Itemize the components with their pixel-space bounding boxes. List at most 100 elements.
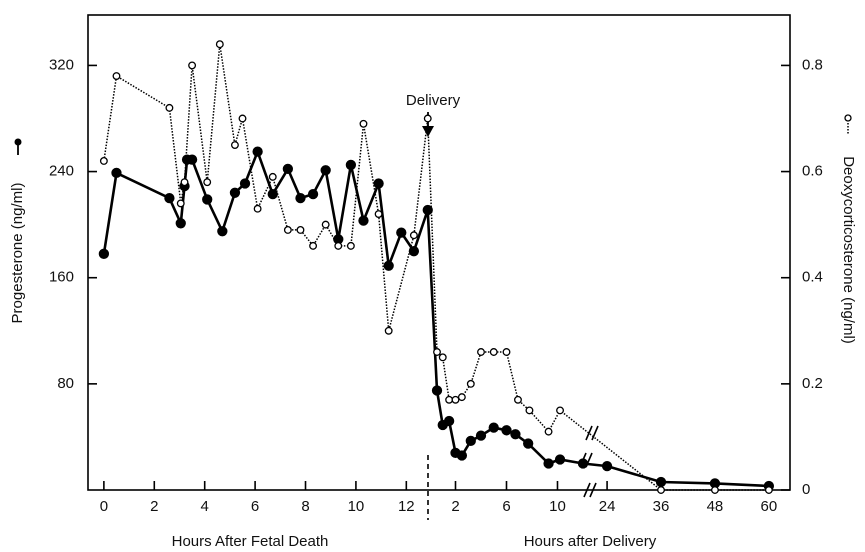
data-point xyxy=(422,204,433,216)
data-point xyxy=(229,187,241,198)
data-point xyxy=(202,194,213,205)
plot-frame xyxy=(87,14,791,491)
data-point xyxy=(175,218,186,229)
x-tick-label: 12 xyxy=(398,498,415,515)
data-point xyxy=(334,241,343,250)
data-point xyxy=(239,178,251,189)
data-point xyxy=(112,72,121,80)
data-point xyxy=(456,450,468,461)
data-point xyxy=(501,425,512,436)
data-point xyxy=(359,119,368,128)
data-point xyxy=(488,422,499,433)
data-point xyxy=(502,348,511,356)
data-point xyxy=(188,61,197,70)
data-point xyxy=(111,167,122,179)
data-point xyxy=(295,192,306,204)
x-tick-label: 24 xyxy=(599,498,616,515)
data-point xyxy=(164,192,175,204)
data-point xyxy=(445,395,454,404)
data-point xyxy=(556,406,564,415)
data-point xyxy=(320,165,331,176)
x-axis-label: Hours After Fetal Death xyxy=(172,533,329,550)
data-point xyxy=(373,178,384,189)
x-tick-label: 0 xyxy=(100,498,108,515)
data-point xyxy=(283,225,292,234)
y-axis-label: Progesterone (ng/ml) xyxy=(9,183,26,324)
data-point xyxy=(374,210,383,218)
data-point xyxy=(409,231,418,240)
legend-marker xyxy=(844,114,852,135)
data-point xyxy=(383,260,394,271)
data-point xyxy=(657,486,665,494)
data-point xyxy=(203,178,212,187)
data-point xyxy=(438,353,447,362)
y2-tick-label: 0.4 xyxy=(802,269,823,286)
data-point xyxy=(525,406,534,415)
x-tick-label: 10 xyxy=(348,498,365,515)
x-tick-label: 36 xyxy=(653,498,670,515)
data-point xyxy=(307,188,319,200)
data-point xyxy=(384,326,393,335)
data-point xyxy=(577,458,589,469)
data-point xyxy=(309,241,318,250)
data-point xyxy=(176,199,185,208)
data-point xyxy=(457,393,466,402)
data-point xyxy=(523,438,534,449)
data-point xyxy=(710,486,719,494)
x-tick-label: 4 xyxy=(201,498,209,515)
series-line xyxy=(103,44,769,491)
data-point xyxy=(321,220,330,229)
x-tick-label: 10 xyxy=(549,498,566,515)
data-point xyxy=(230,141,239,149)
data-point xyxy=(477,348,485,356)
data-point xyxy=(186,154,198,165)
legend-marker xyxy=(14,138,22,155)
x-tick-label: 2 xyxy=(150,498,158,515)
data-point xyxy=(431,385,443,396)
data-point xyxy=(451,395,460,404)
data-point xyxy=(217,226,228,237)
data-point xyxy=(346,241,355,250)
y2-tick-label: 0.2 xyxy=(802,375,823,392)
y2-axis-label: Deoxycorticosterone (ng/ml) xyxy=(840,156,857,344)
data-point xyxy=(345,159,357,171)
x-tick-label: 60 xyxy=(761,498,778,515)
data-point xyxy=(253,204,262,213)
y-tick-label: 240 xyxy=(49,163,74,180)
x-tick-label: 6 xyxy=(502,498,510,515)
data-point xyxy=(99,156,108,165)
data-point xyxy=(554,454,566,465)
data-point xyxy=(296,225,305,234)
x-tick-label: 8 xyxy=(301,498,309,515)
y-tick-label: 80 xyxy=(57,375,74,392)
data-point xyxy=(282,163,294,175)
data-point xyxy=(655,476,667,488)
data-point xyxy=(433,348,441,356)
annotation: Delivery xyxy=(406,92,461,109)
data-point xyxy=(466,379,475,388)
data-point xyxy=(268,172,277,181)
x-tick-label: 48 xyxy=(707,498,724,515)
data-point xyxy=(396,227,407,238)
x-axis-label: Hours after Delivery xyxy=(524,533,657,550)
data-point xyxy=(423,114,432,123)
data-point xyxy=(475,430,487,441)
y-tick-label: 160 xyxy=(49,269,74,286)
y2-tick-label: 0.8 xyxy=(802,56,823,73)
data-point xyxy=(215,40,224,49)
y2-tick-label: 0 xyxy=(802,481,810,498)
data-point xyxy=(465,435,476,447)
data-point xyxy=(601,460,613,472)
data-point xyxy=(514,395,522,404)
x-tick-label: 6 xyxy=(251,498,259,515)
data-point xyxy=(267,188,278,200)
data-point xyxy=(165,103,174,112)
y2-tick-label: 0.6 xyxy=(802,163,823,180)
data-point xyxy=(543,458,554,469)
data-point xyxy=(98,248,110,259)
y-tick-label: 320 xyxy=(49,56,74,73)
data-point xyxy=(764,486,773,494)
data-point xyxy=(358,215,369,226)
data-point xyxy=(510,429,521,440)
